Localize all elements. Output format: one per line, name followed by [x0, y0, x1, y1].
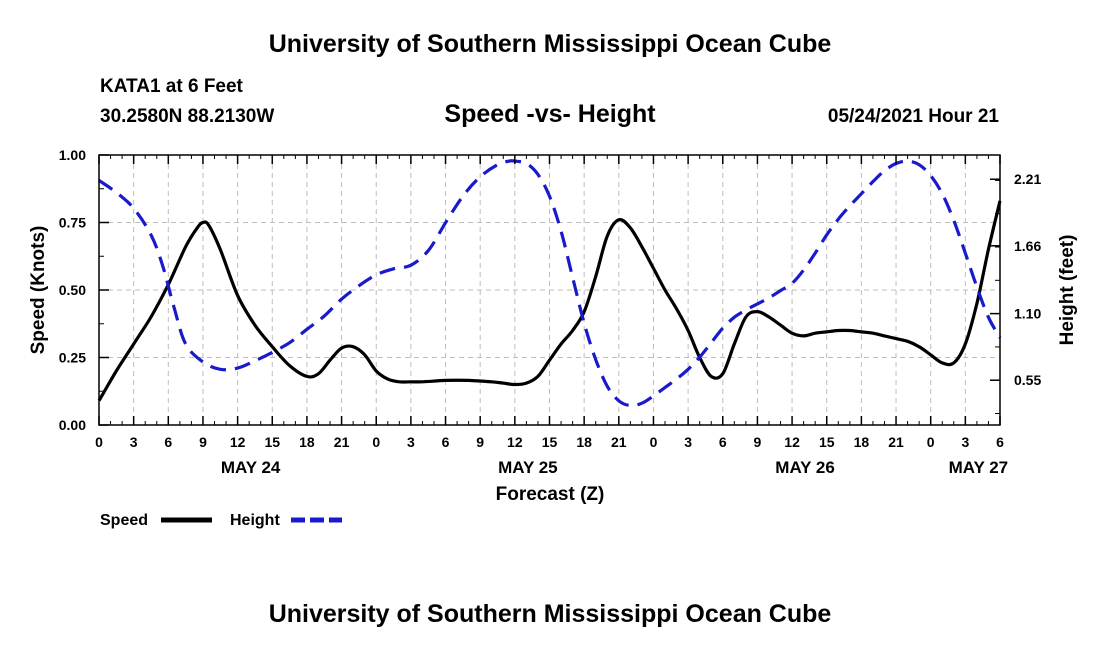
- forecast-datetime: 05/24/2021 Hour 21: [827, 106, 999, 127]
- date-label: MAY 26: [775, 458, 835, 477]
- x-tick-label: 12: [784, 434, 800, 450]
- legend: Speed Height: [100, 512, 342, 529]
- station-coordinates: 30.2580N 88.2130W: [100, 106, 275, 127]
- y-right-tick-label: 2.21: [1014, 171, 1041, 187]
- legend-height-label: Height: [230, 512, 280, 529]
- y-right-tick-label: 1.66: [1014, 238, 1041, 254]
- x-tick-label: 0: [372, 434, 380, 450]
- series-group: [97, 159, 1002, 408]
- y-left-tick-label: 1.00: [59, 147, 86, 163]
- axis-ticks: [98, 154, 1001, 426]
- x-tick-label: 21: [611, 434, 627, 450]
- x-tick-label: 3: [684, 434, 692, 450]
- x-tick-label: 6: [996, 434, 1004, 450]
- x-tick-label: 21: [888, 434, 904, 450]
- y-right-tick-label: 0.55: [1014, 372, 1041, 388]
- x-tick-label: 12: [507, 434, 523, 450]
- axis-labels: 0 3 6 9 12 15 18 21 0 3 6 9 12 15 18 21 0 3 6 9 12 15 18 21 0 3 6 0…: [28, 147, 1078, 505]
- date-label: MAY 25: [498, 458, 558, 477]
- x-tick-label: 0: [927, 434, 935, 450]
- series-speed-line: [97, 200, 1002, 402]
- x-tick-label: 0: [650, 434, 658, 450]
- x-tick-label: 3: [961, 434, 969, 450]
- x-tick-label: 21: [334, 434, 350, 450]
- page-title-bottom: University of Southern Mississippi Ocean…: [268, 600, 832, 628]
- y-left-tick-label: 0.25: [59, 350, 86, 366]
- x-tick-label: 6: [164, 434, 172, 450]
- x-tick-label: 15: [542, 434, 558, 450]
- y-right-axis-title: Height (feet): [1057, 235, 1078, 346]
- y-left-tick-label: 0.00: [59, 417, 86, 433]
- x-tick-label: 15: [819, 434, 835, 450]
- page-title-top: University of Southern Mississippi Ocean…: [268, 30, 832, 58]
- x-tick-label: 6: [442, 434, 450, 450]
- x-tick-label: 3: [407, 434, 415, 450]
- chart-title: Speed -vs- Height: [444, 100, 656, 128]
- x-axis-title: Forecast (Z): [496, 484, 605, 505]
- x-tick-label: 6: [719, 434, 727, 450]
- x-tick-label: 9: [476, 434, 484, 450]
- x-tick-label: 0: [95, 434, 103, 450]
- date-label: MAY 27: [949, 458, 1009, 477]
- x-tick-label: 18: [576, 434, 592, 450]
- station-label: KATA1 at 6 Feet: [100, 76, 243, 97]
- x-tick-label: 3: [130, 434, 138, 450]
- x-tick-label: 18: [299, 434, 315, 450]
- y-left-tick-label: 0.75: [59, 215, 86, 231]
- date-label: MAY 24: [221, 458, 281, 477]
- x-tick-label: 9: [754, 434, 762, 450]
- y-left-tick-label: 0.50: [59, 282, 86, 298]
- x-tick-label: 18: [854, 434, 870, 450]
- series-height-line: [98, 159, 1002, 408]
- y-left-axis-title: Speed (Knots): [28, 226, 49, 355]
- x-tick-label: 15: [264, 434, 280, 450]
- x-tick-label: 12: [230, 434, 246, 450]
- legend-speed-label: Speed: [100, 512, 148, 529]
- x-tick-label: 9: [199, 434, 207, 450]
- y-right-tick-label: 1.10: [1014, 306, 1041, 322]
